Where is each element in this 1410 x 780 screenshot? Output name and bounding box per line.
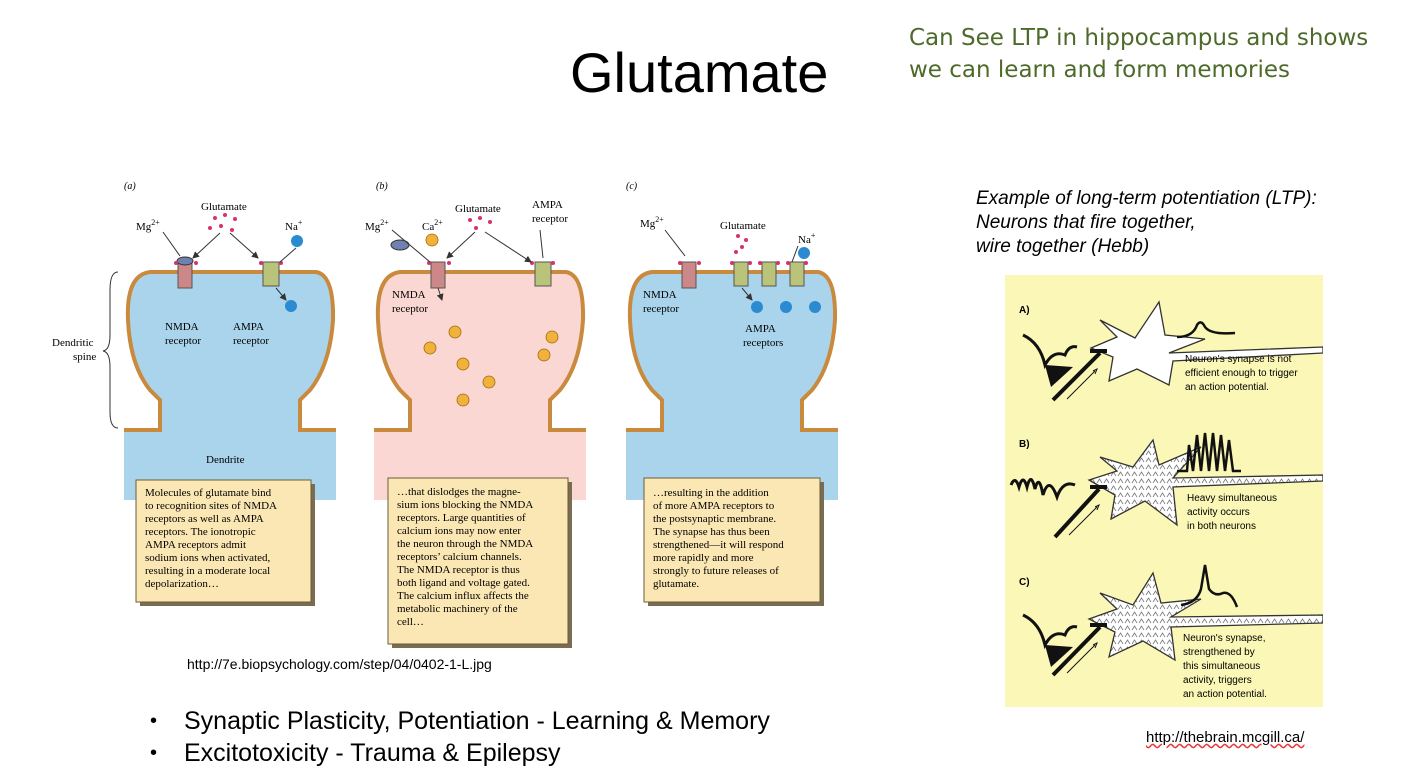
glutamate-label: Glutamate <box>201 201 247 213</box>
ltp-panel-a: A) Neuron's synapse is not efficient eno… <box>1019 300 1323 402</box>
membrane-potential-trace <box>1176 321 1236 339</box>
panel-label-c: (c) <box>626 181 638 192</box>
na-ion <box>285 300 297 312</box>
nmda-receptor <box>430 261 446 289</box>
spine-membrane <box>124 270 336 432</box>
ampa-receptor <box>789 261 805 287</box>
panel-c: (c) Glutamate Mg2+ Na+ NMDA receptor AMPA… <box>626 181 838 606</box>
panel-label-a: (a) <box>124 181 136 192</box>
na-label: Na+ <box>285 218 303 233</box>
note-line-2: we can learn and form memories <box>909 57 1291 83</box>
presynaptic-terminal <box>1009 478 1076 502</box>
ltp-label-b: B) <box>1019 439 1030 450</box>
ampa-label: AMPA receptors <box>743 323 783 349</box>
ltp-figure: A) Neuron's synapse is not efficient eno… <box>1005 275 1323 707</box>
panel-b: (b) Glutamate Mg2+ Ca2+ AMPA receptor NMD… <box>365 181 586 648</box>
description-box-c <box>643 477 821 603</box>
nmda-label: NMDA receptor <box>392 289 428 315</box>
ltp-heading-line: Neurons that fire together, <box>976 212 1196 233</box>
arrow <box>1066 370 1096 400</box>
ampa-receptor <box>262 261 280 287</box>
ltp-heading-line: Example of long-term potentiation (LTP): <box>976 188 1317 209</box>
mg-label: Mg2+ <box>640 215 664 230</box>
ltp-text-b: Heavy simultaneous activity occurs in bo… <box>1187 493 1280 532</box>
description-box-a <box>135 479 312 603</box>
ltp-text-a: Neuron's synapse is not efficient enough… <box>1185 354 1300 393</box>
source-link[interactable]: http://thebrain.mcgill.ca/ <box>1146 729 1304 746</box>
source-link-text[interactable]: http://thebrain.mcgill.ca/ <box>1146 729 1305 746</box>
mg-ion <box>176 256 194 266</box>
nmda-label: NMDA receptor <box>643 289 679 315</box>
ltp-panel-b: B) Heavy simultaneous activity occurs in… <box>1009 432 1323 539</box>
description-box-b <box>387 477 569 645</box>
na-ion <box>291 235 303 247</box>
na-ions <box>751 247 821 313</box>
ltp-text-c: Neuron's synapse, strengthened by this s… <box>1183 633 1268 700</box>
presynaptic-terminal <box>1022 613 1078 650</box>
mg-ion <box>390 239 410 251</box>
ltp-heading: Example of long-term potentiation (LTP):… <box>976 187 1317 259</box>
ampa-receptor <box>733 261 749 287</box>
calcium-ions <box>423 233 559 407</box>
ampa-label: AMPA receptor <box>233 321 269 347</box>
presynaptic-terminal <box>1022 333 1078 370</box>
panel-a: (a) Glutamate Mg2+ Na+ NMDA receptor AMPA… <box>52 181 336 606</box>
bullet-item: Synaptic Plasticity, Potentiation - Lear… <box>150 705 770 737</box>
bullet-list: Synaptic Plasticity, Potentiation - Lear… <box>150 705 770 769</box>
dendrite-label: Dendrite <box>206 454 245 466</box>
figure-source-link: http://7e.biopsychology.com/step/04/0402… <box>187 656 492 672</box>
glutamate-label: Glutamate <box>720 220 766 232</box>
ltp-heading-line: wire together (Hebb) <box>976 236 1150 257</box>
page-title: Glutamate <box>570 41 829 104</box>
description-text-b: …that dislodges the magne- sium ions blo… <box>397 486 535 628</box>
nmda-receptor <box>177 261 193 289</box>
ltp-label-a: A) <box>1019 305 1030 316</box>
note-line-1: Can See LTP in hippocampus and shows <box>909 25 1369 51</box>
description-text-a: Molecules of glutamate bind to recogniti… <box>145 487 279 590</box>
bullet-item: Excitotoxicity - Trauma & Epilepsy <box>150 737 770 769</box>
ca-label: Ca2+ <box>422 218 443 233</box>
glutamate-label: Glutamate <box>455 203 501 215</box>
membrane-potential-trace <box>1180 564 1239 608</box>
glutamate-molecules <box>174 213 283 265</box>
glutamate-receptor-figure: (a) Glutamate Mg2+ Na+ NMDA receptor AMPA… <box>52 181 838 648</box>
mg-label: Mg2+ <box>136 218 160 233</box>
ampa-receptor <box>534 261 552 287</box>
ampa-label: AMPA receptor <box>532 199 568 225</box>
nmda-label: NMDA receptor <box>165 321 201 347</box>
ltp-panel-c: C) Neuron's synapse, strengthened by thi… <box>1019 564 1323 700</box>
note-text: Can See LTP in hippocampus and shows we … <box>909 22 1368 86</box>
na-label: Na+ <box>798 231 816 246</box>
panel-label-b: (b) <box>376 181 388 192</box>
dendritic-spine-label: Dendritic spine <box>52 337 96 363</box>
ltp-label-c: C) <box>1019 577 1030 588</box>
membrane-potential-trace <box>1177 432 1241 473</box>
description-text-c: …resulting in the addition of more AMPA … <box>653 487 787 590</box>
glutamate-molecules <box>678 234 808 265</box>
mg-label: Mg2+ <box>365 218 389 233</box>
spine-membrane <box>374 270 586 432</box>
nmda-receptor <box>681 261 697 289</box>
ampa-receptor <box>761 261 777 287</box>
